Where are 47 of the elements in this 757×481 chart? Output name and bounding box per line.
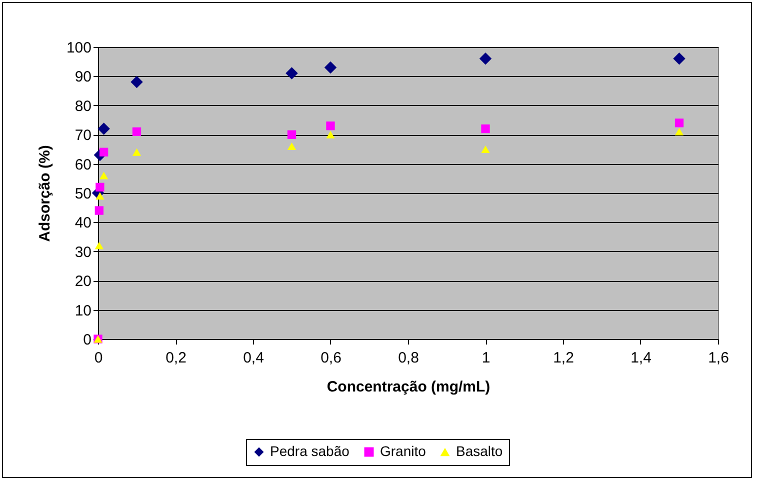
- y-tick-label: 80: [74, 98, 92, 115]
- point: [287, 142, 296, 150]
- x-tick-label: 1,2: [553, 350, 574, 366]
- y-tick-label: 10: [74, 302, 92, 320]
- point: [481, 145, 490, 153]
- x-tick-label: 0: [94, 350, 103, 366]
- point: [287, 130, 296, 139]
- point: [99, 172, 108, 180]
- x-tick-label: 0,2: [166, 350, 186, 366]
- x-tick-label: 1,4: [630, 350, 652, 366]
- x-tick-label: 0,4: [243, 350, 264, 366]
- point: [130, 76, 143, 88]
- point: [481, 124, 490, 134]
- y-tick-label: 50: [74, 186, 92, 202]
- point: [674, 118, 684, 128]
- x-tick-label: 1,6: [708, 350, 729, 366]
- y-tick-label: 0: [83, 332, 92, 348]
- y-tick-label: 20: [74, 273, 92, 290]
- point: [98, 122, 110, 135]
- x-tick-label: 1: [482, 350, 490, 366]
- point: [479, 52, 492, 65]
- y-axis-title: Adsorção (%): [36, 145, 54, 242]
- y-tick-label: 40: [74, 214, 92, 232]
- point: [326, 122, 335, 130]
- y-tick-label: 60: [74, 156, 92, 174]
- y-tick-label: 30: [74, 244, 92, 261]
- x-tick-label: 0,8: [398, 350, 419, 366]
- legend-label: Pedra sabão: [270, 443, 350, 459]
- x-tick-label: 0,6: [320, 350, 342, 366]
- legend-label: Granito: [380, 443, 426, 459]
- point: [674, 128, 684, 136]
- y-tick-label: 70: [74, 127, 92, 144]
- point: [96, 192, 104, 200]
- legend-label: Basalto: [456, 443, 503, 459]
- point: [326, 130, 335, 138]
- point: [94, 242, 104, 250]
- point: [99, 148, 108, 156]
- point: [96, 182, 104, 192]
- x-axis-title: Concentração (mg/mL): [326, 378, 490, 396]
- point: [132, 127, 142, 136]
- point: [132, 148, 142, 156]
- y-tick-label: 100: [66, 40, 92, 56]
- point: [94, 206, 104, 215]
- point: [286, 67, 298, 80]
- point: [324, 61, 337, 74]
- y-tick-label: 90: [74, 68, 92, 86]
- point: [673, 52, 686, 65]
